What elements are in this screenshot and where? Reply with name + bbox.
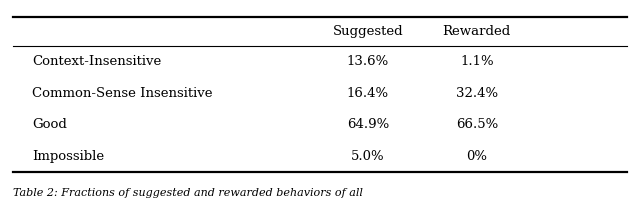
Text: Impossible: Impossible [32,150,104,163]
Text: 1.1%: 1.1% [460,55,493,68]
Text: 5.0%: 5.0% [351,150,385,163]
Text: 13.6%: 13.6% [347,55,389,68]
Text: 66.5%: 66.5% [456,119,498,131]
Text: Rewarded: Rewarded [443,24,511,38]
Text: 64.9%: 64.9% [347,119,389,131]
Text: Common-Sense Insensitive: Common-Sense Insensitive [32,87,212,100]
Text: Context-Insensitive: Context-Insensitive [32,55,161,68]
Text: Good: Good [32,119,67,131]
Text: Suggested: Suggested [333,24,403,38]
Text: 16.4%: 16.4% [347,87,389,100]
Text: 32.4%: 32.4% [456,87,498,100]
Text: Table 2: Fractions of suggested and rewarded behaviors of all: Table 2: Fractions of suggested and rewa… [13,188,363,198]
Text: 0%: 0% [467,150,487,163]
